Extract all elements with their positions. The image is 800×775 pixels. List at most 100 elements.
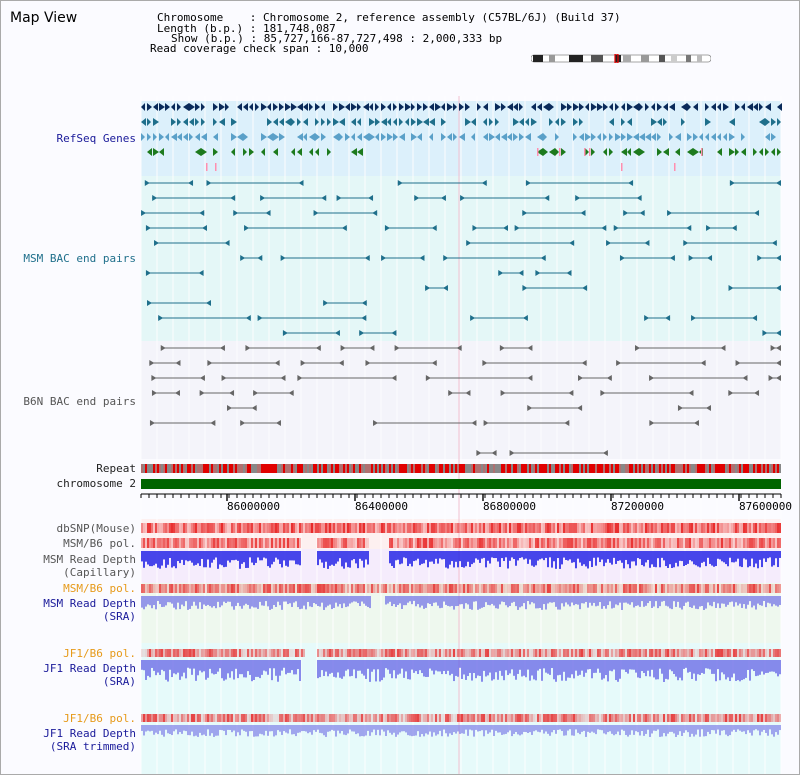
depth-bar (759, 551, 761, 560)
depth-bar (637, 596, 639, 606)
depth-bar (765, 551, 767, 562)
heat-cell (463, 538, 465, 548)
depth-bar (629, 596, 631, 605)
depth-bar (215, 660, 217, 674)
repeat-mark (475, 464, 477, 473)
depth-bar (763, 660, 765, 675)
depth-bar (161, 596, 163, 607)
heat-cell (715, 584, 717, 593)
heat-cell (269, 584, 271, 593)
bac-end-arrow (728, 285, 734, 291)
depth-bar (485, 551, 487, 568)
gene-arrow (723, 103, 729, 111)
depth-bar (531, 660, 533, 676)
depth-bar (287, 660, 289, 673)
heat-cell (741, 538, 743, 548)
depth-bar (251, 551, 253, 563)
depth-bar (451, 551, 453, 562)
repeat-mark (721, 464, 723, 473)
depth-bar (529, 551, 531, 560)
heat-cell (631, 714, 633, 722)
heat-cell (331, 538, 333, 548)
repeat-mark (391, 464, 393, 473)
heat-cell (543, 649, 545, 657)
repeat-mark (177, 464, 179, 473)
depth-bar (691, 596, 693, 608)
heat-cell (159, 523, 161, 533)
depth-bar (629, 660, 631, 670)
heat-cell (381, 649, 383, 657)
depth-bar (167, 551, 169, 565)
heat-cell (571, 649, 573, 657)
heat-cell (469, 584, 471, 593)
heat-cell (365, 649, 367, 657)
depth-bar (623, 725, 625, 731)
heat-cell (759, 649, 761, 657)
depth-bar (775, 596, 777, 606)
gene-arrow (495, 133, 500, 141)
repeat-mark (169, 464, 171, 473)
depth-bar (687, 596, 689, 602)
heat-cell (359, 714, 361, 722)
gene-arrow (261, 133, 267, 141)
bac-end-arrow (280, 375, 286, 381)
depth-bar (691, 551, 693, 562)
gene-mark (589, 148, 591, 156)
depth-bar (255, 725, 257, 737)
heat-cell (597, 538, 599, 548)
depth-bar (349, 596, 351, 604)
heat-cell (717, 649, 719, 657)
depth-bar (421, 725, 423, 735)
heat-cell (761, 649, 763, 657)
gene-arrow (579, 118, 583, 126)
depth-bar (263, 660, 265, 671)
repeat-mark (597, 464, 599, 473)
bac-end-arrow (257, 315, 263, 321)
heat-cell (707, 714, 709, 722)
depth-bar (471, 596, 473, 610)
depth-bar (245, 660, 247, 678)
depth-bar (353, 596, 355, 602)
heat-cell (171, 538, 173, 548)
chromosome-ideogram[interactable] (531, 54, 711, 63)
heat-cell (395, 649, 397, 657)
depth-bar (321, 725, 323, 734)
depth-bar (465, 596, 467, 604)
heat-cell (539, 649, 541, 657)
heat-cell (287, 649, 289, 657)
depth-bar (205, 596, 207, 606)
depth-bar (687, 725, 689, 733)
heat-cell (237, 714, 239, 722)
depth-bar (193, 660, 195, 669)
heat-cell (697, 538, 699, 548)
depth-bar (455, 551, 457, 562)
gene-arrow (513, 118, 519, 126)
heat-cell (239, 649, 241, 657)
heat-cell (637, 523, 639, 533)
depth-bar (487, 551, 489, 561)
repeat-mark (375, 464, 377, 473)
gene-arrow (327, 148, 331, 156)
heat-cell (509, 714, 511, 722)
heat-cell (717, 584, 719, 593)
depth-bar (197, 596, 199, 609)
depth-bar (397, 551, 399, 560)
depth-bar (631, 660, 633, 670)
depth-bar (525, 660, 527, 678)
bac-end-arrow (141, 210, 147, 216)
depth-bar (581, 596, 583, 604)
gene-arrow (495, 118, 499, 126)
heat-cell (253, 584, 255, 593)
depth-bar (225, 551, 227, 567)
gene-arrow (267, 118, 272, 126)
depth-bar (381, 660, 383, 681)
heat-cell (469, 714, 471, 722)
gene-arrow (777, 148, 781, 156)
bac-end-arrow (245, 315, 251, 321)
gene-arrow (195, 118, 199, 126)
heat-cell (271, 538, 273, 548)
depth-bar (393, 725, 395, 733)
heat-cell (647, 584, 649, 593)
bac-end-arrow (280, 255, 286, 261)
